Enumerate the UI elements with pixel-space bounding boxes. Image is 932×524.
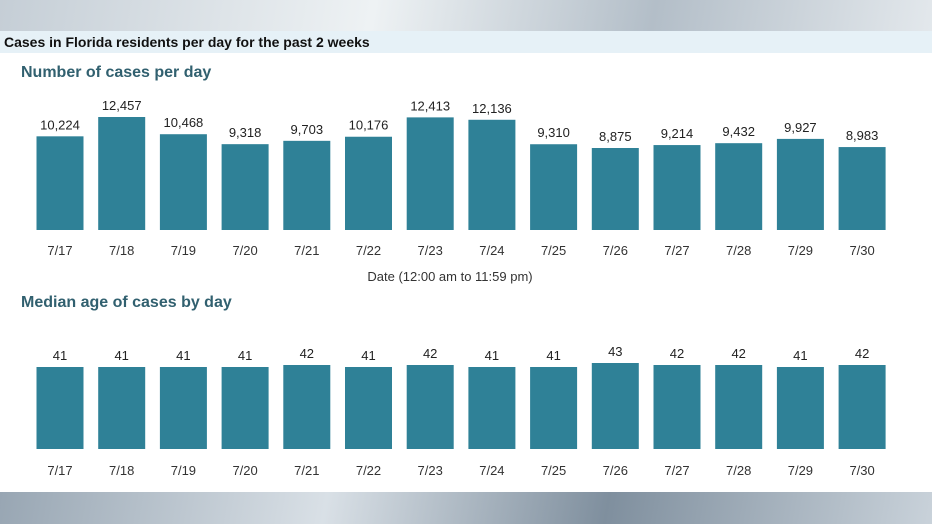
- cases-value-label: 9,214: [661, 126, 694, 141]
- age-value-label: 41: [53, 348, 67, 363]
- cases-x-tick-label: 7/26: [603, 243, 628, 258]
- cases-bar: [776, 138, 824, 230]
- background-top: [0, 0, 932, 32]
- cases-x-tick-label: 7/20: [232, 243, 257, 258]
- age-value-label: 41: [176, 348, 190, 363]
- age-value-label: 42: [855, 346, 869, 361]
- age-x-tick-label: 7/22: [356, 463, 381, 478]
- cases-bar: [36, 136, 84, 230]
- age-bar: [530, 367, 578, 449]
- cases-value-label: 9,927: [784, 120, 817, 135]
- age-bar: [283, 365, 331, 449]
- cases-x-tick-label: 7/21: [294, 243, 319, 258]
- cases-value-label: 9,310: [537, 125, 570, 140]
- age-value-label: 42: [670, 346, 684, 361]
- cases-x-tick-label: 7/19: [171, 243, 196, 258]
- background-bottom: [0, 492, 932, 524]
- age-x-tick-label: 7/18: [109, 463, 134, 478]
- age-value-label: 41: [114, 348, 128, 363]
- cases-value-label: 12,457: [102, 98, 142, 113]
- age-bar: [715, 365, 763, 449]
- header-bar: Cases in Florida residents per day for t…: [0, 31, 932, 54]
- age-x-tick-label: 7/26: [603, 463, 628, 478]
- cases-value-label: 8,875: [599, 129, 632, 144]
- age-x-tick-label: 7/28: [726, 463, 751, 478]
- cases-bar: [406, 117, 454, 230]
- cases-value-label: 8,983: [846, 128, 879, 143]
- cases-bar: [653, 145, 701, 230]
- age-bar-chart: 41 7/17 41 7/18 41 7/19 41 7/20 42 7/21 41 7/22 42 7/…: [36, 344, 886, 478]
- age-x-tick-label: 7/21: [294, 463, 319, 478]
- age-bar: [159, 367, 207, 449]
- age-value-label: 43: [608, 344, 622, 359]
- age-x-tick-label: 7/30: [849, 463, 874, 478]
- cases-x-tick-label: 7/17: [47, 243, 72, 258]
- age-x-tick-label: 7/19: [171, 463, 196, 478]
- age-x-tick-label: 7/25: [541, 463, 566, 478]
- age-x-tick-label: 7/27: [664, 463, 689, 478]
- cases-x-tick-label: 7/22: [356, 243, 381, 258]
- cases-bar: [221, 144, 269, 230]
- cases-x-tick-label: 7/18: [109, 243, 134, 258]
- age-value-label: 41: [546, 348, 560, 363]
- cases-bar: [715, 143, 763, 230]
- age-x-tick-label: 7/17: [47, 463, 72, 478]
- cases-bar: [345, 136, 392, 230]
- age-bar: [345, 367, 392, 449]
- age-bar: [36, 367, 84, 449]
- age-chart-title: Median age of cases by day: [21, 294, 232, 311]
- cases-value-label: 9,432: [722, 124, 755, 139]
- age-value-label: 41: [361, 348, 375, 363]
- age-value-label: 42: [731, 346, 745, 361]
- cases-x-axis-label: Date (12:00 am to 11:59 pm): [367, 269, 533, 284]
- cases-bar-chart: 10,224 7/17 12,457 7/18 10,468 7/19 9,318 7/20 9…: [36, 98, 886, 258]
- cases-bar: [159, 134, 207, 230]
- cases-bar: [838, 147, 886, 230]
- cases-bar: [530, 144, 578, 230]
- age-bar: [98, 367, 146, 449]
- age-x-tick-label: 7/20: [232, 463, 257, 478]
- age-bar: [653, 365, 701, 449]
- age-bar: [468, 367, 516, 449]
- cases-bar: [468, 119, 516, 230]
- cases-x-tick-label: 7/27: [664, 243, 689, 258]
- age-x-tick-label: 7/23: [418, 463, 443, 478]
- cases-value-label: 10,468: [164, 115, 204, 130]
- age-value-label: 42: [423, 346, 437, 361]
- cases-x-tick-label: 7/24: [479, 243, 504, 258]
- age-bar: [591, 363, 639, 449]
- cases-x-tick-label: 7/28: [726, 243, 751, 258]
- chart-panel: Number of cases per day 10,224 7/17 12,457…: [0, 53, 932, 492]
- cases-value-label: 9,703: [291, 122, 324, 137]
- cases-value-label: 12,413: [410, 98, 450, 113]
- age-bar: [776, 367, 824, 449]
- age-value-label: 41: [238, 348, 252, 363]
- cases-bar: [283, 140, 331, 230]
- cases-value-label: 10,224: [40, 117, 80, 132]
- cases-x-tick-label: 7/30: [849, 243, 874, 258]
- cases-value-label: 9,318: [229, 125, 262, 140]
- cases-x-tick-label: 7/23: [418, 243, 443, 258]
- age-bar: [406, 365, 454, 449]
- cases-bar: [591, 148, 639, 230]
- age-value-label: 42: [300, 346, 314, 361]
- age-value-label: 41: [793, 348, 807, 363]
- cases-value-label: 10,176: [349, 118, 389, 133]
- age-bar: [221, 367, 269, 449]
- cases-bar: [98, 117, 146, 230]
- cases-chart-title: Number of cases per day: [21, 64, 212, 81]
- page-title: Cases in Florida residents per day for t…: [4, 34, 370, 50]
- age-x-tick-label: 7/29: [788, 463, 813, 478]
- cases-x-tick-label: 7/29: [788, 243, 813, 258]
- age-value-label: 41: [485, 348, 499, 363]
- cases-x-tick-label: 7/25: [541, 243, 566, 258]
- cases-value-label: 12,136: [472, 101, 512, 116]
- age-bar: [838, 365, 886, 449]
- age-x-tick-label: 7/24: [479, 463, 504, 478]
